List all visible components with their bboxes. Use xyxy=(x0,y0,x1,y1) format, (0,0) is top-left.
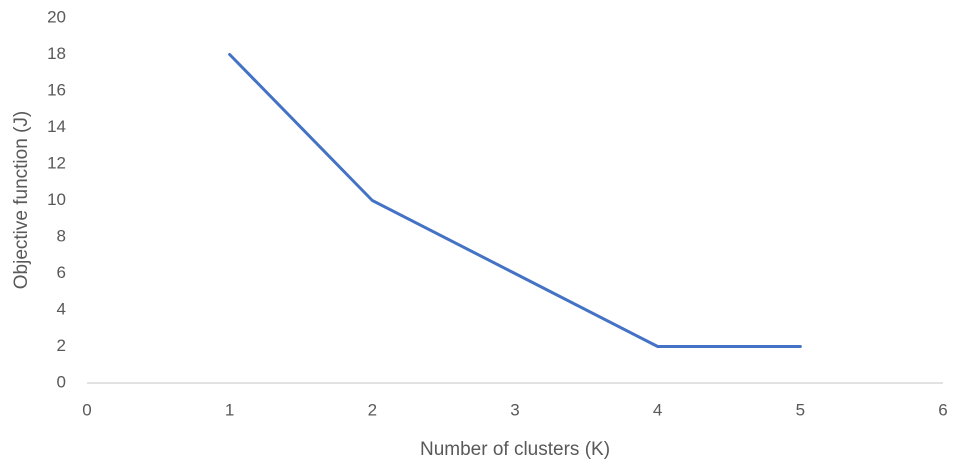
y-tick-label: 18 xyxy=(47,44,66,63)
x-tick-label: 3 xyxy=(510,400,519,419)
x-tick-label: 1 xyxy=(225,400,234,419)
y-tick-label: 4 xyxy=(57,299,66,318)
x-tick-label: 6 xyxy=(938,400,947,419)
y-tick-label: 8 xyxy=(57,226,66,245)
y-tick-label: 14 xyxy=(47,117,66,136)
y-axis-title: Objective function (J) xyxy=(11,111,32,289)
x-axis-title: Number of clusters (K) xyxy=(420,439,610,460)
y-tick-label: 2 xyxy=(57,336,66,355)
line-series xyxy=(228,53,802,348)
y-tick-label: 12 xyxy=(47,153,66,172)
x-tick-label: 4 xyxy=(653,400,662,419)
x-tick-label: 5 xyxy=(796,400,805,419)
x-tick-label: 0 xyxy=(82,400,91,419)
y-tick-label: 20 xyxy=(47,7,66,26)
x-tick-label: 2 xyxy=(368,400,377,419)
y-tick-label: 6 xyxy=(57,263,66,282)
y-tick-label: 10 xyxy=(47,190,66,209)
y-tick-label: 0 xyxy=(57,372,66,391)
y-tick-label: 16 xyxy=(47,80,66,99)
